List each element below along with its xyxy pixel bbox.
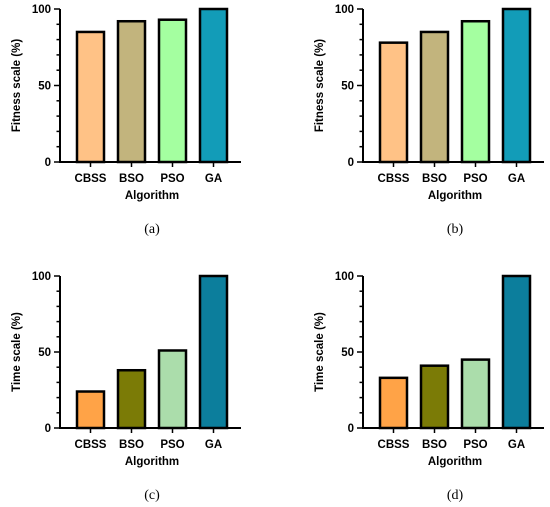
bar-bso: [419, 30, 450, 164]
x-axis-label: Algorithm: [125, 190, 179, 202]
x-tick-label: BSO: [119, 173, 144, 185]
y-tick-label: 0: [45, 157, 51, 169]
bar-ga: [198, 7, 229, 164]
x-tick-label: GA: [205, 173, 222, 185]
x-axis-label: Algorithm: [428, 456, 482, 468]
x-axis-label: Algorithm: [428, 190, 482, 202]
y-tick-label: 100: [32, 271, 51, 283]
panel-caption: (c): [144, 488, 160, 503]
x-tick-label: PSO: [463, 173, 487, 185]
x-tick-label: CBSS: [75, 439, 107, 451]
y-tick-label: 0: [45, 423, 51, 435]
bar-bso: [419, 364, 450, 430]
x-tick-label: GA: [508, 173, 525, 185]
y-axis-label: Time scale (%): [314, 312, 326, 392]
bar-cbss: [378, 41, 409, 164]
bar-ga: [501, 274, 532, 430]
y-tick-label: 100: [335, 4, 354, 16]
x-tick-label: GA: [508, 439, 525, 451]
chart-panel-c: 0 50 100 CBSS BSO PSO GA Algorithm Time scale (%…: [11, 271, 241, 503]
y-tick-label: 0: [348, 157, 354, 169]
x-tick-label: CBSS: [378, 173, 410, 185]
y-tick-label: 50: [341, 81, 354, 93]
bar-pso: [460, 19, 491, 164]
panel-caption: (d): [447, 488, 464, 503]
y-axis-label: Time scale (%): [11, 312, 23, 392]
bar-bso: [116, 19, 147, 164]
y-axis-label: Fitness scale (%): [11, 39, 23, 132]
panel-caption: (a): [144, 222, 160, 237]
y-tick-label: 50: [341, 347, 354, 359]
bar-cbss: [75, 390, 106, 430]
x-tick-label: PSO: [160, 173, 184, 185]
chart-panel-d: 0 50 100 CBSS BSO PSO GA Algorithm Time scale (%…: [314, 271, 544, 503]
x-tick-label: BSO: [422, 439, 447, 451]
y-tick-label: 100: [32, 4, 51, 16]
y-tick-label: 50: [38, 81, 51, 93]
x-tick-label: PSO: [160, 439, 184, 451]
y-axis-label: Fitness scale (%): [314, 39, 326, 132]
y-tick-label: 0: [348, 423, 354, 435]
bar-pso: [157, 349, 188, 430]
panel-caption: (b): [447, 222, 464, 237]
x-axis-label: Algorithm: [125, 456, 179, 468]
bar-ga: [501, 7, 532, 164]
x-tick-label: GA: [205, 439, 222, 451]
bar-cbss: [378, 376, 409, 430]
y-tick-label: 100: [335, 271, 354, 283]
bar-pso: [460, 358, 491, 430]
bar-bso: [116, 368, 147, 430]
bar-pso: [157, 18, 188, 164]
x-tick-label: PSO: [463, 439, 487, 451]
bar-cbss: [75, 30, 106, 164]
chart-panel-a: 0 50 100 CBSS BSO PSO GA Algorithm Fitness scale…: [11, 4, 241, 237]
bar-ga: [198, 274, 229, 430]
x-tick-label: CBSS: [75, 173, 107, 185]
x-tick-label: BSO: [422, 173, 447, 185]
x-tick-label: CBSS: [378, 439, 410, 451]
y-tick-label: 50: [38, 347, 51, 359]
chart-panel-b: 0 50 100 CBSS BSO PSO GA Algorithm Fitness scale…: [314, 4, 544, 237]
x-tick-label: BSO: [119, 439, 144, 451]
